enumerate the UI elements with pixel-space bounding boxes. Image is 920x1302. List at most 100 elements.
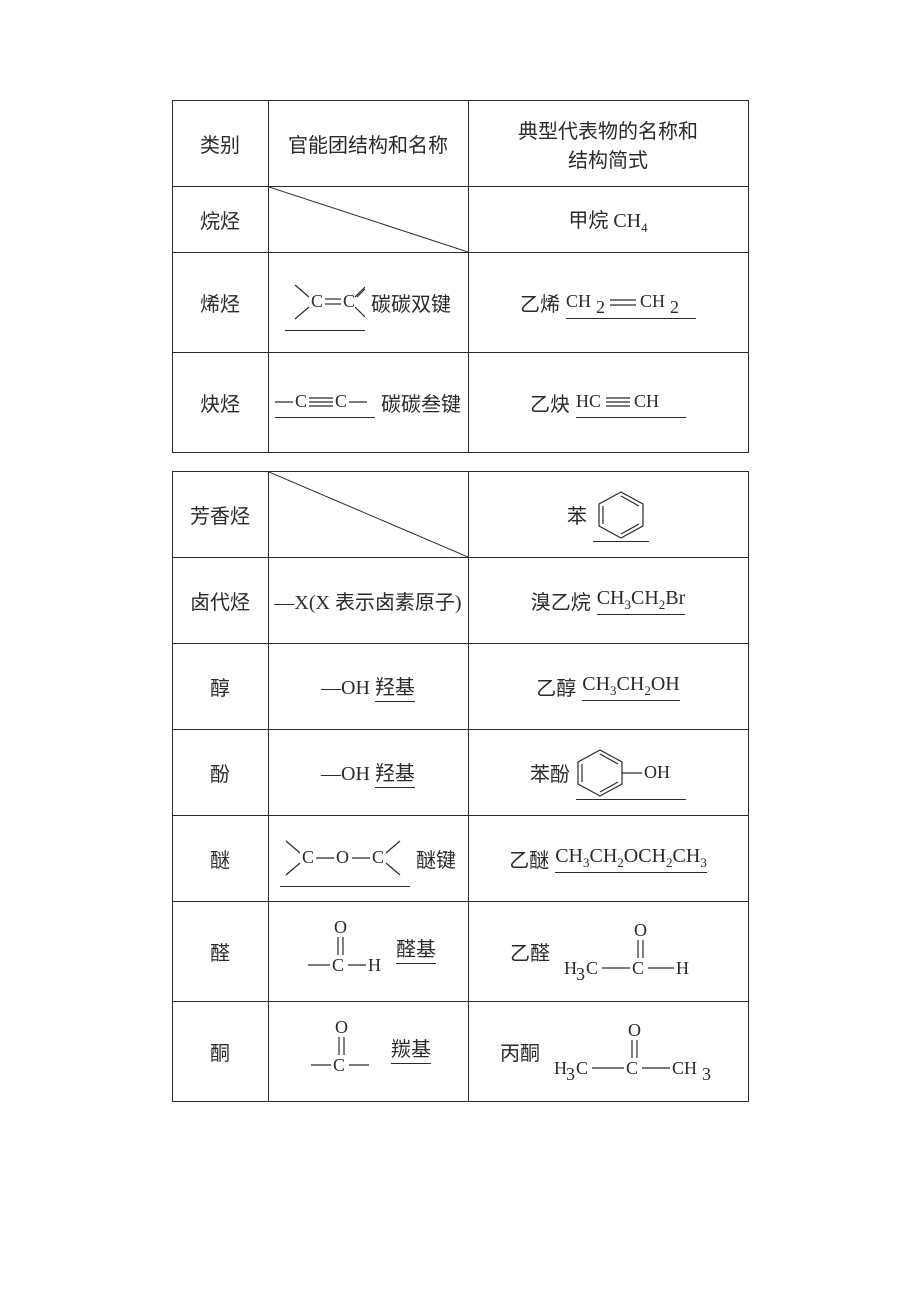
svg-text:CH: CH — [634, 391, 659, 411]
svg-text:C: C — [632, 958, 644, 978]
rep-structure: CH3CH2OCH2CH3 — [555, 845, 707, 873]
carbonyl-icon: O C — [305, 1017, 385, 1081]
header-rep-line1: 典型代表物的名称和 — [469, 115, 748, 144]
table-row: 芳香烃 苯 — [172, 472, 748, 558]
svg-text:C: C — [372, 847, 384, 867]
rep-structure: OH — [576, 746, 686, 800]
rep-prefix: 乙醛 — [510, 937, 550, 966]
svg-text:CH: CH — [640, 291, 665, 311]
table-row: 卤代烃 —X(X 表示卤素原子) 溴乙烷 CH3CH2Br — [172, 558, 748, 644]
table-row: 醇 —OH 羟基 乙醇 CH3CH2OH — [172, 644, 748, 730]
rep-cell: 乙炔 HC CH — [468, 353, 748, 453]
rep-cell: 乙醇 CH3CH2OH — [468, 644, 748, 730]
svg-text:CH: CH — [566, 291, 591, 311]
svg-text:2: 2 — [596, 297, 605, 317]
rep-structure — [593, 488, 649, 542]
fg-name: 羟基 — [375, 671, 415, 702]
rep-prefix: 乙醇 — [536, 672, 576, 701]
rep-prefix: 乙炔 — [530, 388, 570, 417]
svg-text:C: C — [295, 391, 307, 411]
rep-cell: 乙醛 O H3C C H — [468, 902, 748, 1002]
c-double-bond-icon: C C — [285, 275, 365, 329]
table-1: 类别 官能团结构和名称 典型代表物的名称和 结构简式 烷烃 甲烷 CH4 烯烃 … — [172, 100, 749, 453]
header-functional-group: 官能团结构和名称 — [268, 101, 468, 187]
fg-name: 羟基 — [375, 757, 415, 788]
svg-text:O: O — [334, 917, 347, 937]
fg-name: 碳碳双键 — [371, 288, 451, 317]
category-cell: 芳香烃 — [172, 472, 268, 558]
rep-structure: CH3CH2OH — [582, 673, 679, 701]
fg-cell: O C 羰基 — [268, 1002, 468, 1102]
fg-name: 羰基 — [391, 1033, 431, 1064]
ethylene-icon: CH2 CH2 — [566, 287, 696, 317]
svg-text:H: H — [676, 958, 689, 978]
svg-text:O: O — [336, 847, 349, 867]
diagonal-icon — [269, 472, 468, 557]
rep-structure: HC CH — [576, 388, 686, 418]
svg-text:HC: HC — [576, 391, 601, 411]
category-cell: 酚 — [172, 730, 268, 816]
table-row: 类别 官能团结构和名称 典型代表物的名称和 结构简式 — [172, 101, 748, 187]
rep-text: 甲烷 CH4 — [568, 210, 647, 232]
fg-cell — [268, 187, 468, 253]
diagonal-icon — [269, 187, 468, 252]
fg-name: 醚键 — [416, 844, 456, 873]
header-rep-line2: 结构简式 — [469, 144, 748, 173]
svg-text:O: O — [634, 920, 647, 940]
svg-text:C: C — [343, 291, 355, 311]
table-row: 酚 —OH 羟基 苯酚 OH — [172, 730, 748, 816]
ether-bond-icon: C O C — [280, 831, 410, 885]
rep-prefix: 乙烯 — [520, 288, 560, 317]
table-row: 醛 O C H 醛基 乙醛 O H3C — [172, 902, 748, 1002]
svg-text:C: C — [302, 847, 314, 867]
svg-text:3: 3 — [702, 1064, 711, 1084]
fg-structure: C O C — [280, 831, 410, 887]
table-row: 炔烃 C C 碳碳叁键 乙炔 — [172, 353, 748, 453]
fg-structure: C C — [275, 388, 375, 418]
fg-text: —X(X 表示卤素原子) — [274, 592, 461, 614]
table-row: 酮 O C 羰基 丙酮 O H3C — [172, 1002, 748, 1102]
table-row: 烯烃 C C 碳碳双键 乙烯 — [172, 253, 748, 353]
fg-cell: —OH 羟基 — [268, 730, 468, 816]
acetaldehyde-icon: O H3C C H — [556, 920, 706, 984]
category-cell: 醛 — [172, 902, 268, 1002]
svg-text:C: C — [333, 1055, 345, 1075]
rep-cell: 乙醚 CH3CH2OCH2CH3 — [468, 816, 748, 902]
svg-text:C: C — [335, 391, 347, 411]
rep-cell: 乙烯 CH2 CH2 — [468, 253, 748, 353]
fg-cell: C C 碳碳双键 — [268, 253, 468, 353]
svg-text:OH: OH — [644, 762, 670, 782]
svg-text:O: O — [335, 1017, 348, 1037]
fg-text: —OH — [321, 677, 375, 699]
fg-name: 碳碳叁键 — [381, 388, 461, 417]
benzene-icon — [593, 488, 649, 540]
header-representative: 典型代表物的名称和 结构简式 — [468, 101, 748, 187]
rep-prefix: 苯酚 — [530, 758, 570, 787]
svg-text:O: O — [628, 1020, 641, 1040]
rep-prefix: 乙醚 — [509, 844, 549, 873]
svg-text:3: 3 — [576, 964, 585, 984]
category-cell: 醇 — [172, 644, 268, 730]
svg-text:C: C — [586, 958, 598, 978]
c-triple-bond-icon: C C — [275, 388, 375, 416]
rep-cell: 甲烷 CH4 — [468, 187, 748, 253]
fg-text: —OH — [321, 763, 375, 785]
fg-cell: C O C 醚键 — [268, 816, 468, 902]
fg-name: 醛基 — [396, 933, 436, 964]
fg-cell — [268, 472, 468, 558]
rep-cell: 丙酮 O H3C C CH3 — [468, 1002, 748, 1102]
table-2: 芳香烃 苯 卤代烃 —X(X 表示卤素原子) — [172, 471, 749, 1102]
rep-cell: 溴乙烷 CH3CH2Br — [468, 558, 748, 644]
svg-text:2: 2 — [670, 297, 679, 317]
rep-structure: CH2 CH2 — [566, 287, 696, 319]
category-cell: 醚 — [172, 816, 268, 902]
rep-prefix: 丙酮 — [500, 1037, 540, 1066]
rep-structure: CH3CH2Br — [597, 587, 686, 615]
rep-prefix: 溴乙烷 — [531, 586, 591, 615]
fg-cell: —X(X 表示卤素原子) — [268, 558, 468, 644]
svg-text:H: H — [368, 955, 381, 975]
svg-text:C: C — [626, 1058, 638, 1078]
cho-icon: O C H — [300, 917, 390, 981]
fg-structure: C C — [285, 275, 365, 331]
category-cell: 卤代烃 — [172, 558, 268, 644]
